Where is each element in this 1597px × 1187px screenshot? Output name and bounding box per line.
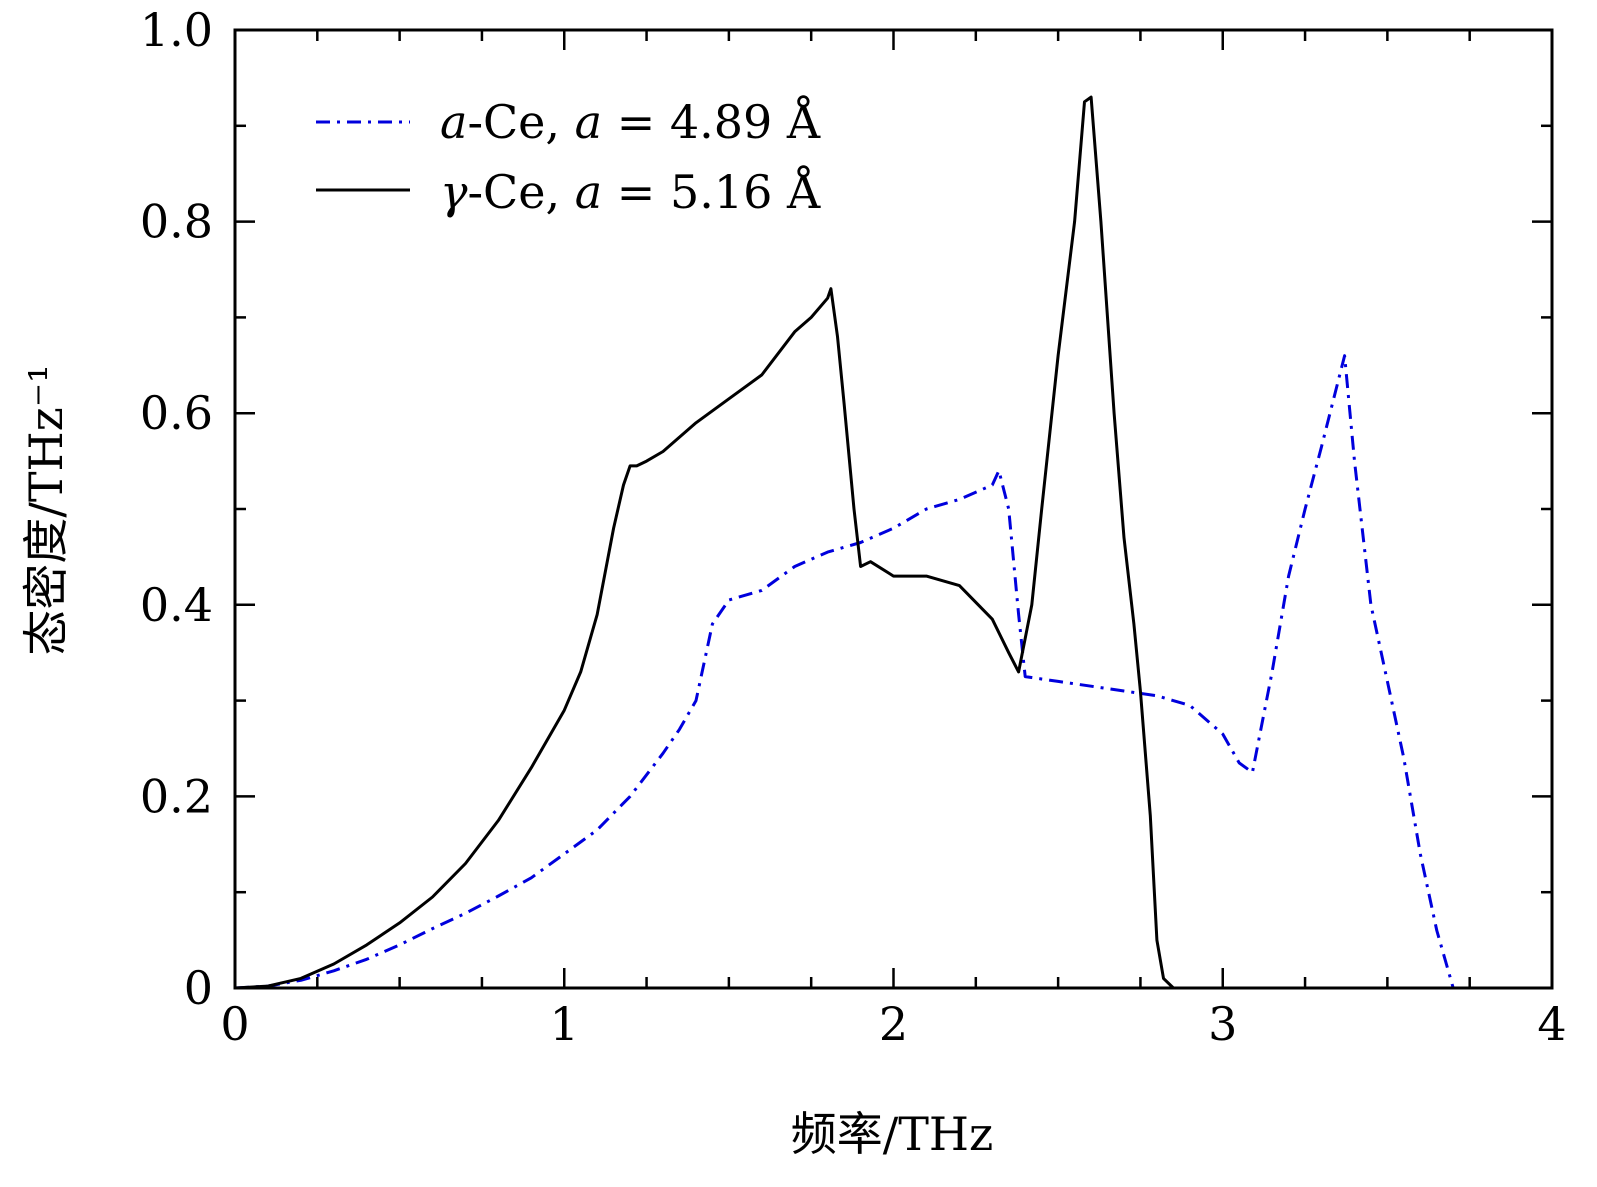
legend-label-a-ce: a-Ce, a = 4.89 Å xyxy=(440,94,821,149)
x-tick-label: 2 xyxy=(879,997,908,1051)
series-layer xyxy=(234,95,1455,990)
ticks-layer: 0 1 2 3 4 0 0.2 0.4 0.6 0.8 1.0 xyxy=(140,3,1567,1051)
x-tick-label: 3 xyxy=(1208,997,1237,1051)
x-tick-label: 1 xyxy=(550,997,579,1051)
y-tick-label: 0.2 xyxy=(140,769,213,823)
plot-frame xyxy=(233,28,1554,990)
x-tick-label: 0 xyxy=(220,997,249,1051)
legend: a-Ce, a = 4.89 Å γ-Ce, a = 5.16 Å xyxy=(316,94,821,219)
series-line-gamma-ce xyxy=(234,95,1175,990)
y-tick-label: 1.0 xyxy=(140,3,213,57)
y-axis-title: 态密度/THz⁻¹ xyxy=(19,364,73,655)
x-tick-label: 4 xyxy=(1537,997,1566,1051)
y-tick-label: 0.8 xyxy=(140,195,213,249)
y-tick-label: 0 xyxy=(184,961,213,1015)
series-line-a-ce xyxy=(234,354,1455,990)
y-tick-label: 0.6 xyxy=(140,386,213,440)
plot-area: 0 1 2 3 4 0 0.2 0.4 0.6 0.8 1.0 xyxy=(140,3,1567,1051)
y-tick-label: 0.4 xyxy=(140,578,213,632)
x-axis-title: 频率/THz xyxy=(791,1107,994,1161)
legend-label-gamma-ce: γ-Ce, a = 5.16 Å xyxy=(440,164,821,219)
